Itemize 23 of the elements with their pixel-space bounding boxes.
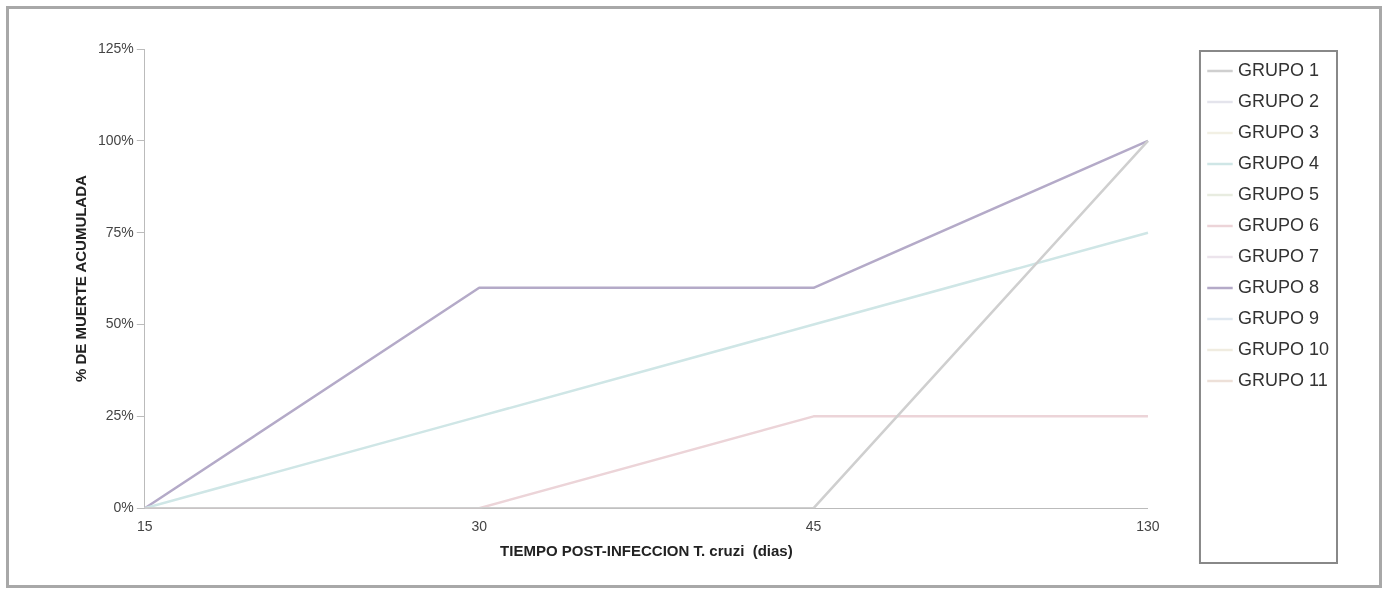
legend-label: GRUPO 11 [1237, 369, 1328, 390]
x-tick-label: 45 [805, 518, 822, 535]
x-tick-label: 130 [1136, 518, 1160, 535]
legend-label: GRUPO 7 [1237, 245, 1319, 266]
y-tick-label: 100% [97, 131, 134, 148]
x-tick-label: 30 [471, 518, 488, 535]
legend-label: GRUPO 4 [1237, 152, 1319, 173]
y-tick-label: 0% [113, 499, 134, 516]
y-tick-label: 50% [105, 315, 134, 332]
y-axis-title: % DE MUERTE ACUMULADA [72, 174, 90, 383]
legend-label: GRUPO 10 [1237, 338, 1329, 359]
legend-label: GRUPO 9 [1237, 307, 1319, 328]
x-tick-label: 15 [137, 518, 153, 535]
y-tick-label: 125% [97, 39, 134, 56]
legend-label: GRUPO 2 [1237, 90, 1319, 111]
y-tick-label: 75% [105, 223, 134, 240]
legend-label: GRUPO 3 [1237, 121, 1319, 142]
x-axis-title: TIEMPO POST-INFECCION T. cruzi (dias) [500, 542, 793, 560]
y-tick-label: 25% [105, 407, 134, 424]
legend-label: GRUPO 6 [1237, 214, 1319, 235]
legend-label: GRUPO 8 [1237, 276, 1319, 297]
legend-label: GRUPO 1 [1237, 59, 1319, 80]
legend-label: GRUPO 5 [1237, 183, 1319, 204]
